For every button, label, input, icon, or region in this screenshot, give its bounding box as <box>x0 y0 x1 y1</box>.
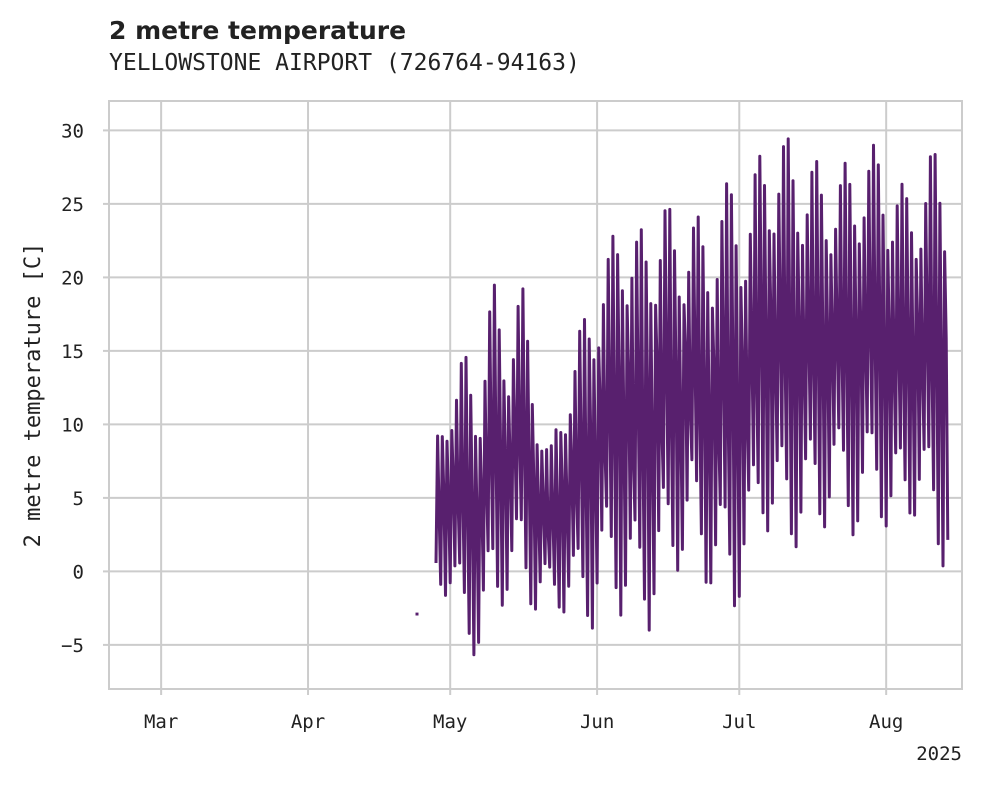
y-tick-label: 20 <box>61 267 84 289</box>
y-tick-label: 25 <box>61 194 84 216</box>
y-tick-label: 0 <box>73 561 84 583</box>
chart-subtitle: YELLOWSTONE AIRPORT (726764-94163) <box>109 50 580 76</box>
y-tick-label: 10 <box>61 414 84 436</box>
plot-frame <box>108 100 963 690</box>
y-axis-label: 2 metre temperature [C] <box>21 243 46 548</box>
year-label: 2025 <box>916 743 962 765</box>
y-tick-labels: 30 25 20 15 10 5 0 −5 <box>61 120 109 657</box>
x-tick-label: Apr <box>291 711 325 733</box>
chart-title: 2 metre temperature <box>109 16 407 45</box>
temperature-line <box>434 137 950 657</box>
x-tick-label: Jul <box>722 711 756 733</box>
y-tick-label: −5 <box>61 635 84 657</box>
y-tick-label: 15 <box>61 341 84 363</box>
y-tick-label: 30 <box>61 120 84 142</box>
y-tick-label: 5 <box>73 488 84 510</box>
x-tick-labels: Mar Apr May Jun Jul Aug <box>144 689 903 733</box>
x-tick-label: Jun <box>580 711 614 733</box>
x-tick-label: May <box>433 711 467 733</box>
temperature-series <box>415 137 950 657</box>
x-tick-label: Aug <box>869 711 903 733</box>
x-tick-label: Mar <box>144 711 178 733</box>
